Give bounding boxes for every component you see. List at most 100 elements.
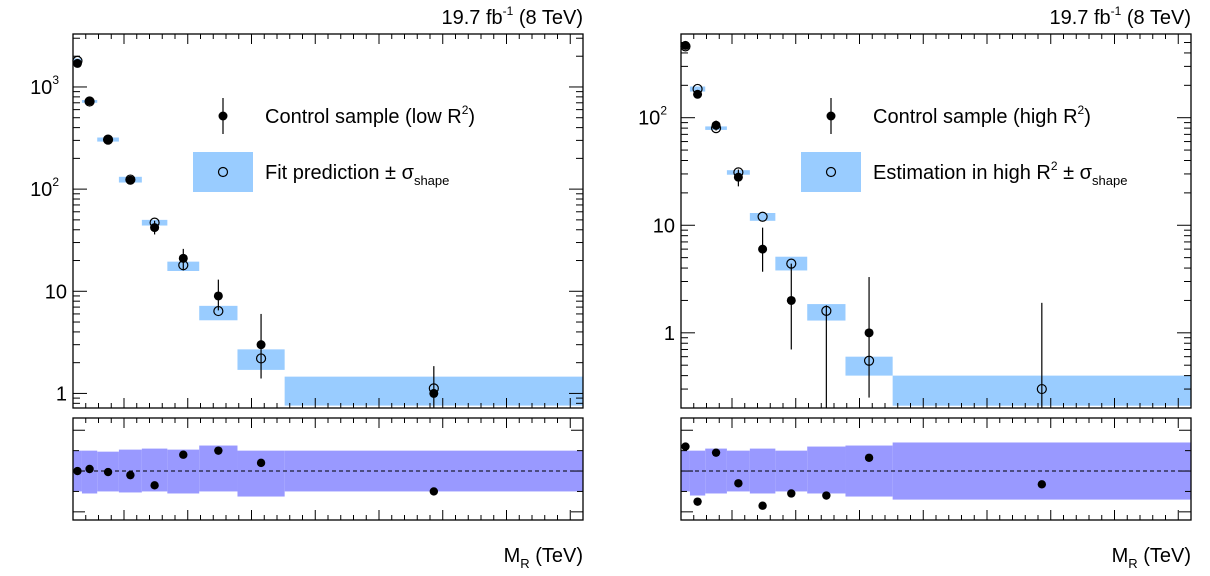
lumi-exp: -1 [1111, 4, 1122, 18]
z-point [693, 497, 702, 506]
z-point [214, 446, 223, 455]
y-tick-exp: 2 [52, 175, 59, 189]
data-point [85, 96, 95, 106]
fit-marker [1036, 383, 1047, 395]
data-point [213, 291, 223, 301]
data-point [733, 172, 743, 182]
data-point [864, 328, 874, 338]
legend-text: Fit prediction ± σ [265, 162, 415, 184]
fit-marker [213, 305, 224, 317]
data-point [711, 120, 721, 130]
x-title-main: M [504, 545, 521, 567]
x-title-sub: R [520, 556, 529, 571]
z-point [150, 481, 159, 490]
y-tick-label: 1 [56, 383, 67, 405]
z-point [758, 501, 767, 510]
y-tick-base: 1 [56, 383, 67, 405]
legend-sup: 2 [1078, 103, 1085, 117]
legend-text: Estimation in high R [873, 162, 1051, 184]
y-tick-label: 1 [664, 323, 675, 345]
y-tick-base: 10 [30, 179, 52, 201]
legend-fit-marker [217, 166, 229, 178]
z-point [85, 464, 94, 474]
main-frame [680, 33, 1192, 409]
fit-band-4 [749, 213, 776, 221]
y-tick-exp: 2 [660, 104, 667, 118]
z-point [179, 450, 188, 459]
z-point [126, 470, 135, 480]
fit-band-6 [199, 305, 238, 321]
z-point [256, 458, 266, 468]
x-axis-title: MR (TeV) [1112, 545, 1191, 571]
data-point [178, 253, 188, 263]
data-point [693, 89, 703, 99]
legend-label: Estimation in high R2 ± σshape [873, 159, 1127, 188]
legend-data-marker [826, 111, 836, 121]
legend-text: Control sample (low R [265, 106, 462, 128]
legend-tail: ) [468, 106, 475, 128]
legend-label: Control sample (high R2) [873, 103, 1091, 128]
x-title-main: M [1112, 545, 1129, 567]
fit-marker [786, 258, 797, 269]
z-band-1 [689, 450, 706, 496]
x-title-sub: R [1128, 556, 1137, 571]
z-band-6 [807, 446, 846, 494]
legend-mid: ± σ [1058, 162, 1093, 184]
y-tick-base: 10 [653, 215, 675, 237]
fit-marker [863, 355, 875, 366]
y-tick-base: 10 [638, 108, 660, 130]
z-point [711, 448, 721, 457]
y-tick-label: 10 [45, 281, 67, 303]
legend-sup: 2 [462, 103, 469, 117]
legend-sup: 2 [1051, 159, 1058, 173]
z-point [734, 479, 743, 488]
lumi-value: 19.7 fb [441, 7, 502, 29]
fit-marker [757, 211, 768, 222]
legend-text: Control sample (high R [873, 106, 1078, 128]
lumi-value: 19.7 fb [1049, 7, 1110, 29]
data-point [786, 295, 796, 305]
z-point [73, 466, 82, 476]
data-point [125, 175, 135, 185]
data-point [429, 388, 439, 398]
z-point [429, 487, 439, 496]
legend-sub: shape [414, 173, 449, 188]
legend-band-marker [193, 152, 253, 192]
x-title-unit: (TeV) [530, 545, 583, 567]
legend-fit-marker [825, 166, 837, 178]
fit-marker [255, 353, 267, 364]
z-point [787, 489, 796, 498]
lumi-energy: (8 TeV) [513, 7, 583, 29]
lumi-exp: -1 [503, 4, 514, 18]
y-tick-label: 10 [653, 215, 675, 237]
y-tick-label: 103 [30, 73, 59, 99]
z-point [1037, 480, 1047, 489]
legend-sub: shape [1092, 173, 1127, 188]
data-point [758, 244, 768, 254]
fit-marker [821, 305, 832, 316]
y-tick-base: 1 [664, 323, 675, 345]
y-tick-base: 10 [45, 281, 67, 303]
z-point [822, 491, 831, 500]
y-tick-label: 102 [638, 104, 667, 130]
y-tick-label: 102 [30, 175, 59, 201]
lumi-label: 19.7 fb-1 (8 TeV) [441, 4, 583, 29]
fit-band-1 [689, 86, 706, 92]
data-point [680, 40, 690, 50]
x-title-unit: (TeV) [1138, 545, 1191, 567]
legend-label: Fit prediction ± σshape [265, 162, 449, 188]
y-tick-exp: 3 [52, 73, 59, 87]
legend-label: Control sample (low R2) [265, 103, 475, 128]
legend-band-marker [801, 152, 861, 192]
legend-tail: ) [1084, 106, 1091, 128]
z-point [681, 442, 690, 451]
data-point [256, 340, 266, 350]
fit-band-5 [775, 256, 808, 271]
x-axis-title: MR (TeV) [504, 545, 583, 571]
legend-data-marker [218, 111, 228, 121]
data-point [103, 135, 113, 145]
lumi-energy: (8 TeV) [1121, 7, 1191, 29]
y-tick-base: 10 [30, 77, 52, 99]
